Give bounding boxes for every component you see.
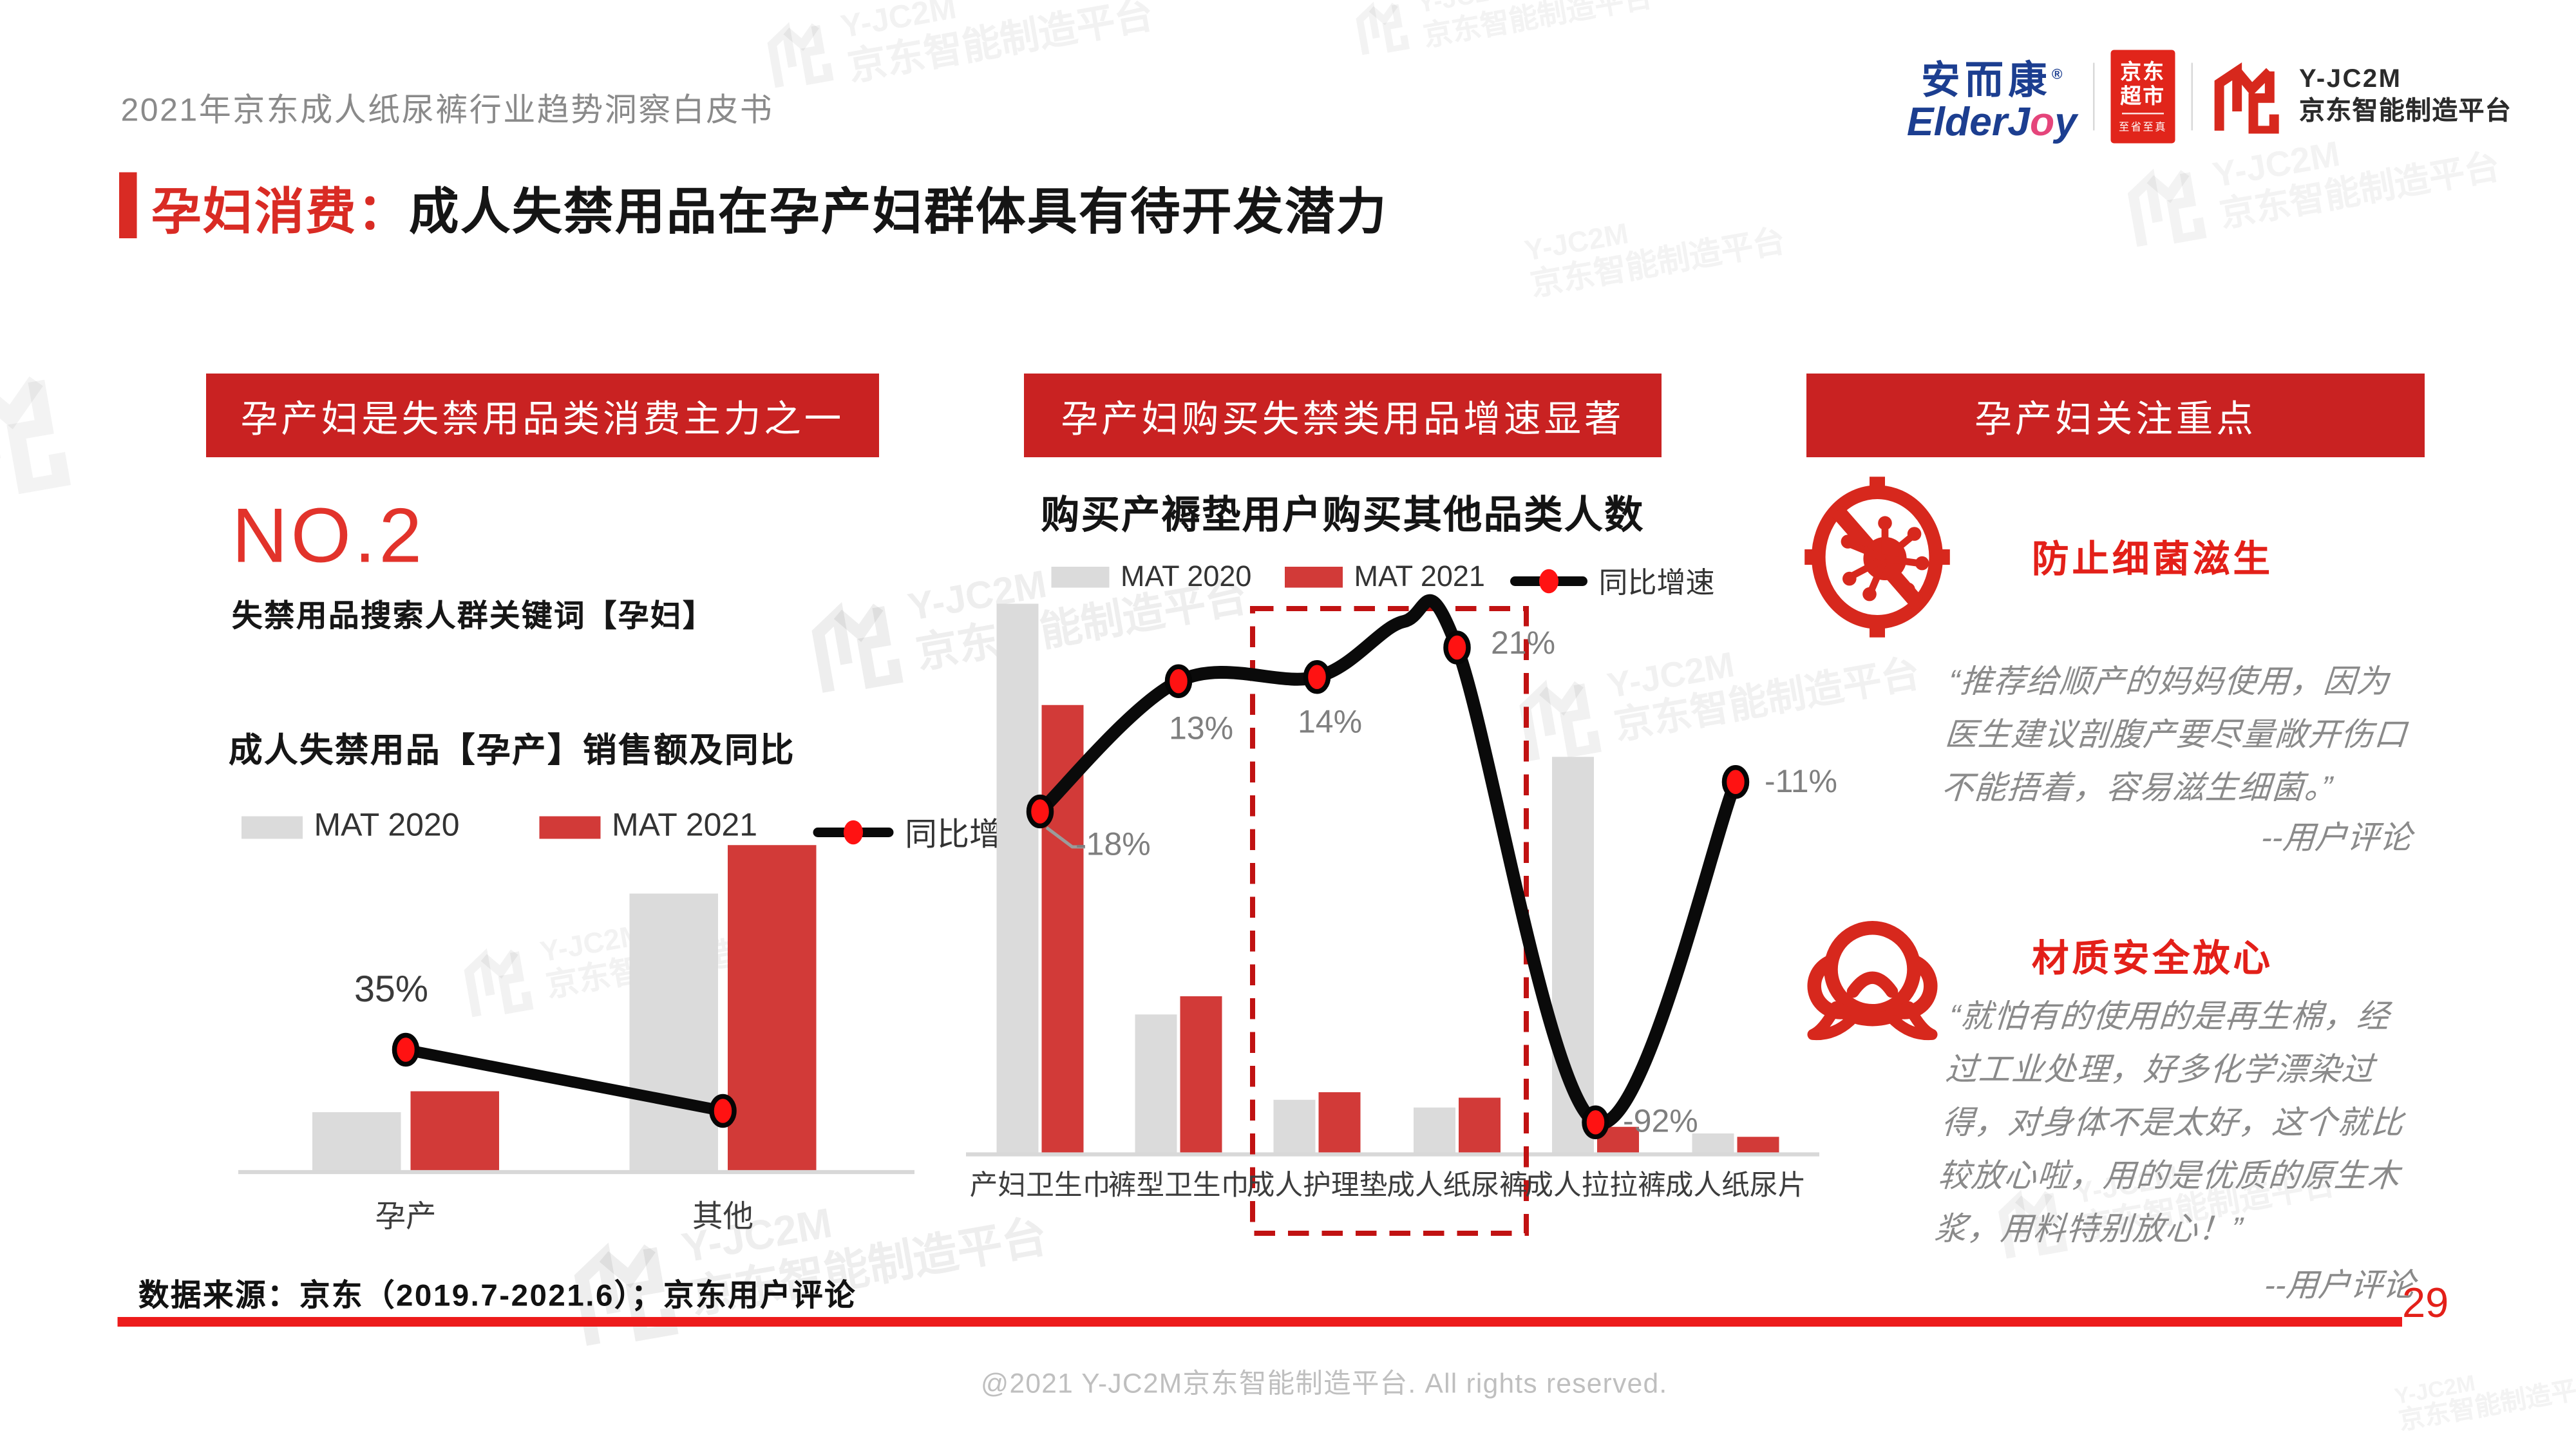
jc2m-logo-icon xyxy=(2209,60,2283,134)
registered-mark-icon: ® xyxy=(2051,65,2063,82)
focus-point-1-title: 防止细菌滋生 xyxy=(2032,538,2273,580)
x-label-成人纸尿裤: 成人纸尿裤 xyxy=(1387,1170,1528,1201)
brand-logos: 安而康® ElderJoy 京东 超市 至省至真 Y-JC2M 京东智能制造平台 xyxy=(1907,48,2512,145)
legend-item-mat-2021: MAT 2021 xyxy=(539,808,757,846)
x-label-裤型卫生巾: 裤型卫生巾 xyxy=(1108,1170,1249,1201)
bar-MAT2020-成人护理垫 xyxy=(1273,1099,1316,1155)
legend-swatch-red xyxy=(1285,567,1343,588)
growth-dot-成人纸尿裤 xyxy=(1443,630,1471,665)
page-title-keyword: 孕妇消费： xyxy=(151,184,409,240)
x-label-成人拉拉裤: 成人拉拉裤 xyxy=(1525,1170,1666,1201)
banner-right: 孕产妇关注重点 xyxy=(1806,374,2425,457)
user-quote-1: “推荐给顺产的妈妈使用，因为医生建议剖腹产要尽量敞开伤口不能捂着，容易滋生细菌。… xyxy=(1940,665,2409,807)
legend-item-mat-2020: MAT 2020 xyxy=(1051,560,1251,594)
bar-MAT2021-成人纸尿片 xyxy=(1737,1137,1779,1155)
legend-item-同比增速: 同比增速 xyxy=(1510,560,1715,602)
bar-MAT2021-裤型卫生巾 xyxy=(1180,996,1222,1155)
growth-label-孕产: 35% xyxy=(354,969,428,1010)
document-title: 2021年京东成人纸尿裤行业趋势洞察白皮书 xyxy=(120,93,774,129)
elderjoy-logo: 安而康® ElderJoy xyxy=(1907,48,2077,146)
page-title: 孕妇消费：成人失禁用品在孕产妇群体具有待开发潜力 xyxy=(151,171,1388,243)
growth-dot-成人纸尿片 xyxy=(1721,765,1750,799)
bar-MAT2021-孕产 xyxy=(410,1091,499,1172)
logo-divider xyxy=(2191,62,2193,131)
x-label-产妇卫生巾: 产妇卫生巾 xyxy=(970,1170,1111,1201)
growth-label-裤型卫生巾: 13% xyxy=(1169,710,1233,746)
bar-MAT2020-其他 xyxy=(629,893,718,1172)
bar-MAT2020-成人纸尿片 xyxy=(1692,1133,1734,1155)
focus-point-2-title: 材质安全放心 xyxy=(2032,937,2273,979)
x-label-成人护理垫: 成人护理垫 xyxy=(1247,1170,1388,1201)
growth-label-成人纸尿片: -11% xyxy=(1765,763,1837,799)
jc2m-logo-text: Y-JC2M 京东智能制造平台 xyxy=(2298,66,2512,126)
no-bacteria-icon xyxy=(1804,477,1950,638)
copyright-note: @2021 Y-JC2M京东智能制造平台. All rights reserve… xyxy=(981,1368,1668,1399)
legend-line-dot-icon xyxy=(1510,569,1587,594)
legend-item-mat-2021: MAT 2021 xyxy=(1285,560,1485,594)
elderjoy-cn-text: 安而康 xyxy=(1921,59,2052,102)
growth-dot-孕产 xyxy=(392,1032,420,1067)
rank-caption: 失禁用品搜索人群关键词【孕妇】 xyxy=(232,600,715,635)
growth-dot-产妇卫生巾 xyxy=(1026,794,1054,829)
growth-dot-成人拉拉裤 xyxy=(1582,1105,1609,1139)
cotton-icon xyxy=(1807,921,1938,1041)
page-title-rest: 成人失禁用品在孕产妇群体具有待开发潜力 xyxy=(409,184,1388,240)
bar-MAT2020-裤型卫生巾 xyxy=(1135,1014,1177,1155)
bar-MAT2020-成人纸尿裤 xyxy=(1414,1107,1455,1155)
x-label-孕产: 孕产 xyxy=(375,1200,437,1234)
user-quote-2: “就怕有的使用的是再生棉，经过工业处理，好多化学漂染过得，对身体不是太好，这个就… xyxy=(1933,999,2405,1248)
quote-source-2: --用户评论 xyxy=(2263,1269,2416,1304)
x-label-其他: 其他 xyxy=(692,1200,753,1234)
left-chart-title: 成人失禁用品【孕产】销售额及同比 xyxy=(229,732,795,770)
quote-source-1: --用户评论 xyxy=(2260,821,2413,857)
legend-line-dot-icon xyxy=(813,819,894,844)
growth-dot-成人护理垫 xyxy=(1303,660,1331,694)
growth-label-成人护理垫: 14% xyxy=(1298,704,1362,740)
growth-label-成人纸尿裤: 21% xyxy=(1491,625,1555,661)
legend-item-mat-2020: MAT 2020 xyxy=(242,808,460,846)
legend-swatch-gray xyxy=(242,815,303,838)
title-accent-bar xyxy=(119,172,137,238)
page-number: 29 xyxy=(2402,1278,2449,1327)
banner-middle: 孕产妇购买失禁类用品增速显著 xyxy=(1024,374,1662,457)
bar-MAT2020-产妇卫生巾 xyxy=(996,603,1039,1155)
bar-MAT2021-其他 xyxy=(728,845,817,1172)
logo-divider xyxy=(2092,62,2095,131)
growth-dot-其他 xyxy=(709,1094,737,1128)
jd-supermarket-logo: 京东 超市 至省至真 xyxy=(2110,50,2175,144)
elderjoy-en-text: ElderJoy xyxy=(1906,99,2077,144)
x-label-成人纸尿片: 成人纸尿片 xyxy=(1665,1170,1806,1201)
bar-MAT2021-成人护理垫 xyxy=(1318,1092,1361,1155)
growth-label-产妇卫生巾: -18% xyxy=(1075,826,1151,862)
legend-swatch-gray xyxy=(1051,567,1110,588)
legend-swatch-red xyxy=(539,815,601,838)
banner-left: 孕产妇是失禁用品类消费主力之一 xyxy=(206,374,879,457)
data-source-note: 数据来源：京东（2019.7-2021.6）；京东用户评论 xyxy=(138,1280,857,1314)
rank-number: NO.2 xyxy=(232,494,426,580)
growth-dot-裤型卫生巾 xyxy=(1164,664,1193,699)
middle-chart-title: 购买产褥垫用户购买其他品类人数 xyxy=(1041,494,1645,538)
bar-MAT2020-孕产 xyxy=(312,1112,401,1172)
bar-MAT2021-成人纸尿裤 xyxy=(1459,1097,1501,1155)
footer-rule xyxy=(117,1317,2402,1327)
label-leader-line xyxy=(1045,826,1085,849)
growth-label-成人拉拉裤: -92% xyxy=(1623,1103,1698,1139)
growth-line xyxy=(400,1044,729,1117)
